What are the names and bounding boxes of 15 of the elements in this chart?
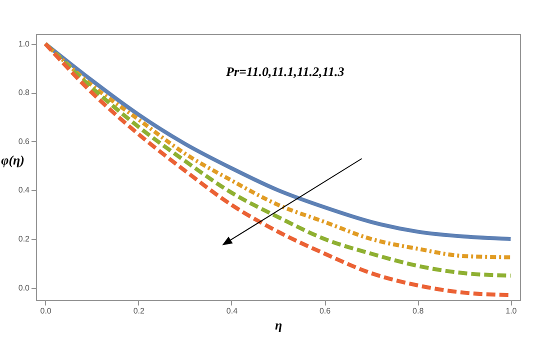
y-tick-label: 0.0 <box>18 283 30 292</box>
annotation: Pr=11.0,11.1,11.2,11.3 <box>226 64 345 79</box>
x-tick-label: 0.2 <box>133 306 145 316</box>
x-tick-label: 0.6 <box>319 306 332 316</box>
y-tick-label: 0.8 <box>18 88 30 98</box>
x-tick-label: 0.0 <box>40 306 52 316</box>
y-axis-title: φ(η) <box>1 152 24 168</box>
x-tick-label: 1.0 <box>506 306 518 316</box>
x-tick-label: 0.8 <box>412 306 424 316</box>
y-tick-label: 0.2 <box>18 234 30 244</box>
y-tick-label: 1.0 <box>18 39 30 48</box>
x-tick-label: 0.4 <box>226 306 238 316</box>
x-axis-title: η <box>274 318 282 332</box>
y-tick-label: 0.4 <box>18 186 30 195</box>
y-tick-label: 0.6 <box>18 136 30 146</box>
